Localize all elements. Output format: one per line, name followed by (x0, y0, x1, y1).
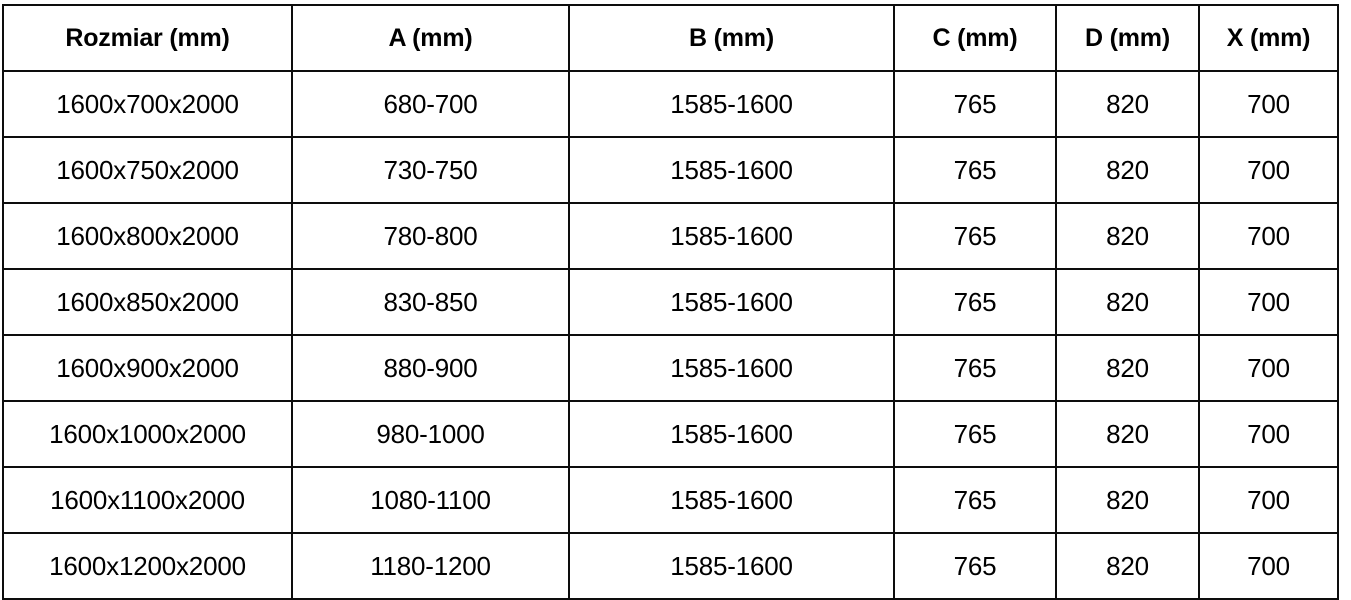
column-header-size: Rozmiar (mm) (2, 4, 293, 72)
cell-x: 700 (1198, 136, 1339, 204)
table-row: 1600x1000x2000 980-1000 1585-1600 765 82… (2, 400, 1339, 468)
cell-c: 765 (893, 202, 1057, 270)
cell-a: 830-850 (291, 268, 570, 336)
table-row: 1600x900x2000 880-900 1585-1600 765 820 … (2, 334, 1339, 402)
table-row: 1600x800x2000 780-800 1585-1600 765 820 … (2, 202, 1339, 270)
cell-b: 1585-1600 (568, 532, 895, 600)
column-header-a: A (mm) (291, 4, 570, 72)
cell-a: 730-750 (291, 136, 570, 204)
cell-c: 765 (893, 70, 1057, 138)
cell-d: 820 (1055, 70, 1200, 138)
cell-c: 765 (893, 268, 1057, 336)
table-header: Rozmiar (mm) A (mm) B (mm) C (mm) D (mm)… (2, 4, 1339, 72)
cell-size: 1600x800x2000 (2, 202, 293, 270)
cell-x: 700 (1198, 334, 1339, 402)
column-header-c: C (mm) (893, 4, 1057, 72)
cell-x: 700 (1198, 70, 1339, 138)
cell-x: 700 (1198, 466, 1339, 534)
cell-size: 1600x900x2000 (2, 334, 293, 402)
cell-d: 820 (1055, 136, 1200, 204)
column-header-x: X (mm) (1198, 4, 1339, 72)
cell-a: 680-700 (291, 70, 570, 138)
cell-b: 1585-1600 (568, 466, 895, 534)
cell-x: 700 (1198, 202, 1339, 270)
cell-d: 820 (1055, 268, 1200, 336)
cell-size: 1600x1100x2000 (2, 466, 293, 534)
shower-enclosure-dimensions-table: Rozmiar (mm) A (mm) B (mm) C (mm) D (mm)… (2, 4, 1339, 600)
cell-size: 1600x750x2000 (2, 136, 293, 204)
cell-a: 1080-1100 (291, 466, 570, 534)
cell-c: 765 (893, 136, 1057, 204)
table-row: 1600x700x2000 680-700 1585-1600 765 820 … (2, 70, 1339, 138)
cell-d: 820 (1055, 532, 1200, 600)
cell-d: 820 (1055, 202, 1200, 270)
cell-b: 1585-1600 (568, 70, 895, 138)
cell-size: 1600x1200x2000 (2, 532, 293, 600)
cell-size: 1600x1000x2000 (2, 400, 293, 468)
cell-b: 1585-1600 (568, 136, 895, 204)
cell-b: 1585-1600 (568, 202, 895, 270)
cell-x: 700 (1198, 400, 1339, 468)
table-row: 1600x850x2000 830-850 1585-1600 765 820 … (2, 268, 1339, 336)
cell-c: 765 (893, 400, 1057, 468)
cell-b: 1585-1600 (568, 334, 895, 402)
cell-x: 700 (1198, 532, 1339, 600)
cell-b: 1585-1600 (568, 268, 895, 336)
table-sheet: Rozmiar (mm) A (mm) B (mm) C (mm) D (mm)… (2, 4, 1339, 600)
cell-size: 1600x700x2000 (2, 70, 293, 138)
table-row: 1600x1100x2000 1080-1100 1585-1600 765 8… (2, 466, 1339, 534)
cell-d: 820 (1055, 400, 1200, 468)
cell-c: 765 (893, 334, 1057, 402)
column-header-d: D (mm) (1055, 4, 1200, 72)
table-row: 1600x1200x2000 1180-1200 1585-1600 765 8… (2, 532, 1339, 600)
cell-c: 765 (893, 466, 1057, 534)
cell-d: 820 (1055, 466, 1200, 534)
column-header-b: B (mm) (568, 4, 895, 72)
cell-a: 980-1000 (291, 400, 570, 468)
table-body: 1600x700x2000 680-700 1585-1600 765 820 … (2, 70, 1339, 600)
cell-a: 780-800 (291, 202, 570, 270)
table-header-row: Rozmiar (mm) A (mm) B (mm) C (mm) D (mm)… (2, 4, 1339, 72)
cell-b: 1585-1600 (568, 400, 895, 468)
cell-c: 765 (893, 532, 1057, 600)
cell-x: 700 (1198, 268, 1339, 336)
cell-size: 1600x850x2000 (2, 268, 293, 336)
cell-a: 1180-1200 (291, 532, 570, 600)
cell-d: 820 (1055, 334, 1200, 402)
cell-a: 880-900 (291, 334, 570, 402)
table-row: 1600x750x2000 730-750 1585-1600 765 820 … (2, 136, 1339, 204)
